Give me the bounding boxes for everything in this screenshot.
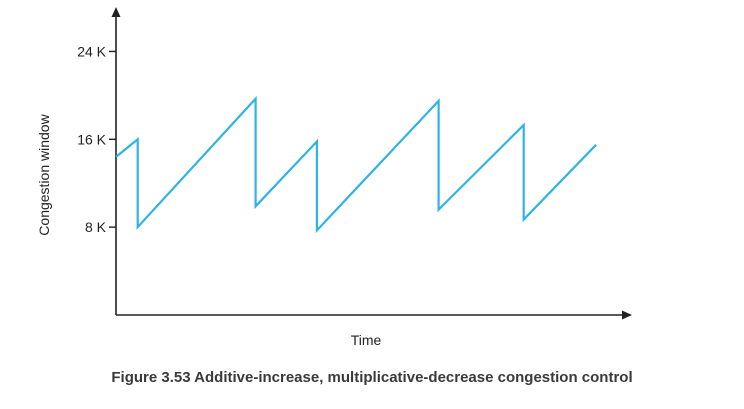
y-ticks: 8 K 16 K 24 K xyxy=(77,43,116,235)
y-tick-label: 8 K xyxy=(85,219,107,235)
y-axis-arrowhead xyxy=(111,7,121,17)
x-axis-label: Time xyxy=(351,332,382,348)
series-layer xyxy=(115,95,597,234)
y-axis-label: Congestion window xyxy=(36,113,52,235)
x-axis-arrowhead xyxy=(622,310,632,320)
y-tick-label: 24 K xyxy=(77,43,106,59)
congestion-window-line xyxy=(115,95,597,234)
chart-axes xyxy=(111,7,632,320)
y-tick-label: 16 K xyxy=(77,131,106,147)
figure-caption: Figure 3.53 Additive-increase, multiplic… xyxy=(111,369,633,386)
